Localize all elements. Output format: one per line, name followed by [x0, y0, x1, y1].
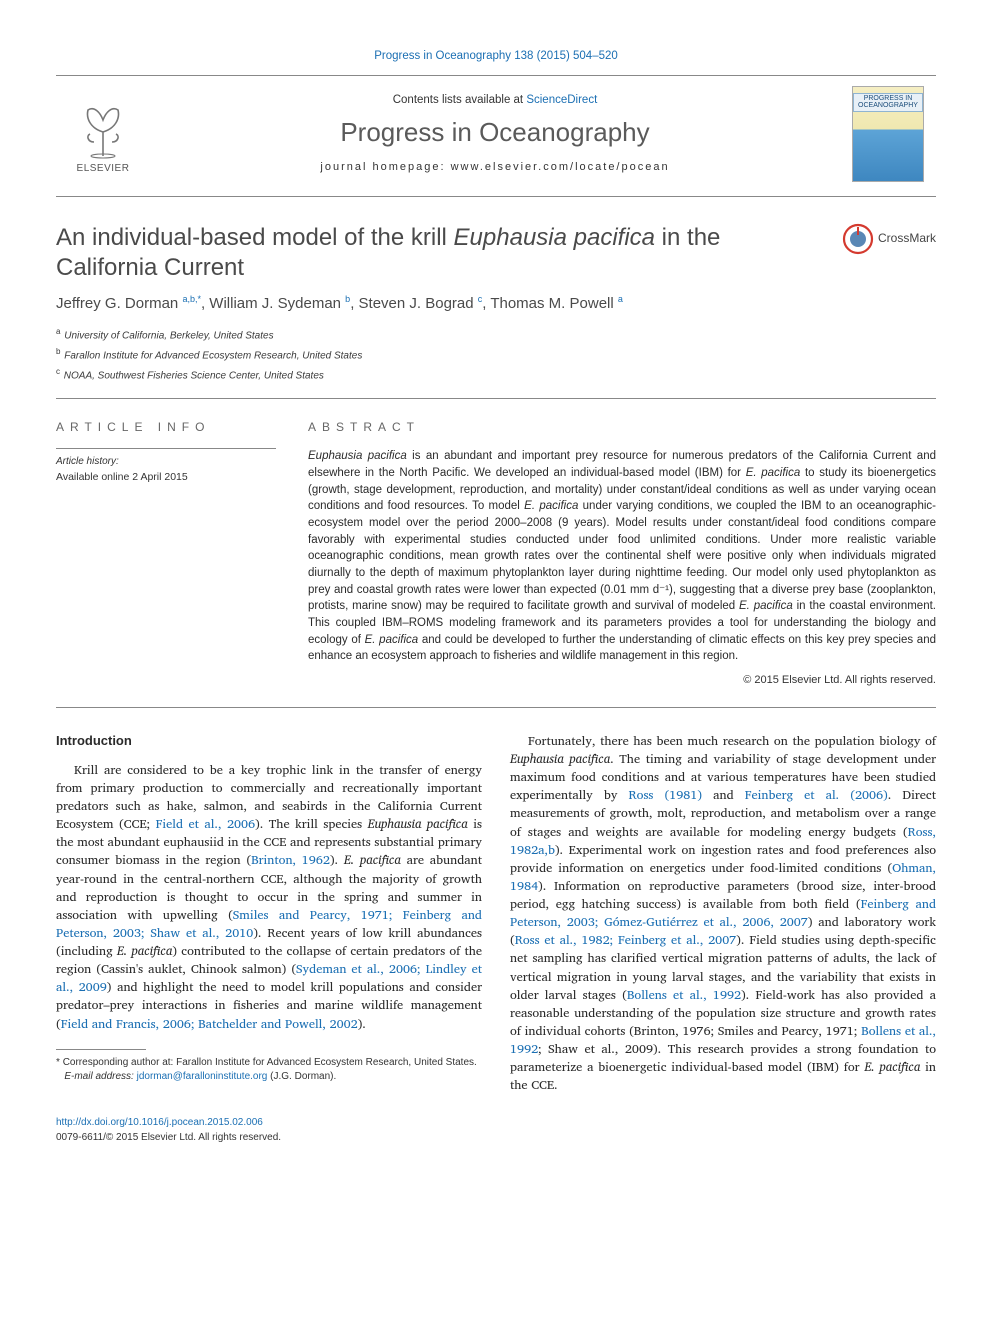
intro-para-1: Krill are considered to be a key trophic… — [56, 761, 482, 1033]
sciencedirect-link[interactable]: ScienceDirect — [526, 94, 597, 106]
crossmark-label: CrossMark — [878, 230, 936, 247]
doi-link[interactable]: http://dx.doi.org/10.1016/j.pocean.2015.… — [56, 1117, 263, 1128]
elsevier-tree-icon — [76, 98, 130, 160]
article-info-column: ARTICLE INFO Article history: Available … — [56, 419, 276, 689]
authors-line: Jeffrey G. Dorman a,b,*, William J. Syde… — [56, 293, 936, 315]
journal-header: ELSEVIER Contents lists available at Sci… — [56, 75, 936, 197]
abstract-heading: ABSTRACT — [308, 419, 936, 436]
journal-cover-label: PROGRESS IN OCEANOGRAPHY — [853, 93, 923, 112]
corresponding-author-footnote: * Corresponding author at: Farallon Inst… — [56, 1056, 482, 1071]
footnote-rule — [56, 1049, 146, 1050]
email-owner: (J.G. Dorman). — [270, 1071, 336, 1082]
article-history-label: Article history: — [56, 455, 276, 470]
contents-line: Contents lists available at ScienceDirec… — [150, 92, 840, 109]
homepage-line: journal homepage: www.elsevier.com/locat… — [150, 160, 840, 176]
rule-2 — [56, 707, 936, 708]
body-columns: Introduction Krill are considered to be … — [56, 732, 936, 1095]
citation-line[interactable]: Progress in Oceanography 138 (2015) 504–… — [56, 48, 936, 65]
contents-prefix: Contents lists available at — [393, 94, 527, 106]
homepage-url[interactable]: www.elsevier.com/locate/pocean — [451, 161, 670, 173]
crossmark-icon — [842, 223, 874, 255]
rule-1 — [56, 398, 936, 399]
page-footer: http://dx.doi.org/10.1016/j.pocean.2015.… — [56, 1116, 936, 1145]
corr-text: Corresponding author at: Farallon Instit… — [63, 1057, 477, 1068]
publisher-name: ELSEVIER — [77, 162, 130, 177]
email-footnote: E-mail address: jdorman@faralloninstitut… — [56, 1070, 482, 1085]
publisher-logo: ELSEVIER — [68, 91, 138, 177]
homepage-prefix: journal homepage: — [320, 161, 450, 173]
email-link[interactable]: jdorman@faralloninstitute.org — [137, 1071, 268, 1082]
crossmark-badge[interactable]: CrossMark — [842, 223, 936, 255]
article-history-value: Available online 2 April 2015 — [56, 470, 276, 485]
article-title: An individual-based model of the krill E… — [56, 223, 842, 283]
article-info-heading: ARTICLE INFO — [56, 419, 276, 436]
abstract-column: ABSTRACT Euphausia pacifica is an abunda… — [308, 419, 936, 689]
abstract-text: Euphausia pacifica is an abundant and im… — [308, 448, 936, 665]
journal-name: Progress in Oceanography — [150, 114, 840, 152]
title-species: Euphausia pacifica — [454, 224, 655, 251]
journal-cover-thumbnail: PROGRESS IN OCEANOGRAPHY — [852, 86, 924, 182]
introduction-heading: Introduction — [56, 732, 482, 751]
affiliations: a University of California, Berkeley, Un… — [56, 326, 936, 383]
email-label: E-mail address: — [64, 1071, 133, 1082]
intro-para-2: Fortunately, there has been much researc… — [510, 732, 936, 1095]
title-part-1: An individual-based model of the krill — [56, 224, 454, 251]
abstract-copyright: © 2015 Elsevier Ltd. All rights reserved… — [308, 673, 936, 689]
issn-line: 0079-6611/© 2015 Elsevier Ltd. All right… — [56, 1132, 281, 1143]
